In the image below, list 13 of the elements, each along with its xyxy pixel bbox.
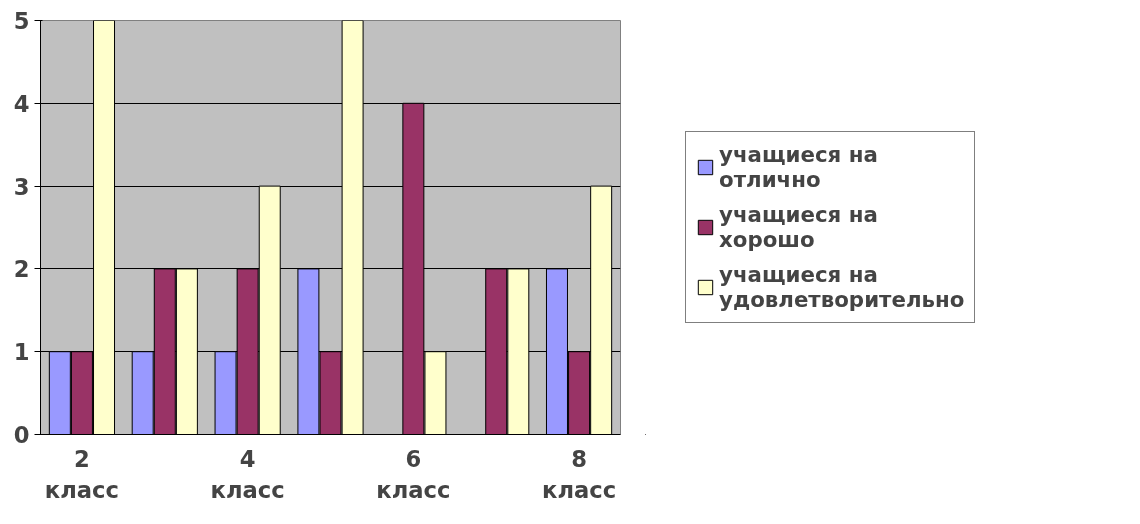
legend-label: учащиеся на удовлетворительно [719,262,965,312]
x-tick-label: 8 класс [542,445,617,503]
y-tick-label: 4 [13,90,30,117]
y-tick-label: 2 [13,256,30,283]
x-tick-label: 6 класс [376,445,451,503]
y-tick-label: 1 [13,339,30,366]
x-tick-label: 2 класс [44,445,119,503]
legend-label: учащиеся на хорошо [719,202,878,252]
legend-label: учащиеся на отлично [719,142,878,192]
y-tick-label: 3 [13,173,30,200]
x-tick-label: 4 класс [210,445,285,503]
y-tick-label: 0 [13,422,30,448]
y-tick-label: 5 [13,8,30,34]
